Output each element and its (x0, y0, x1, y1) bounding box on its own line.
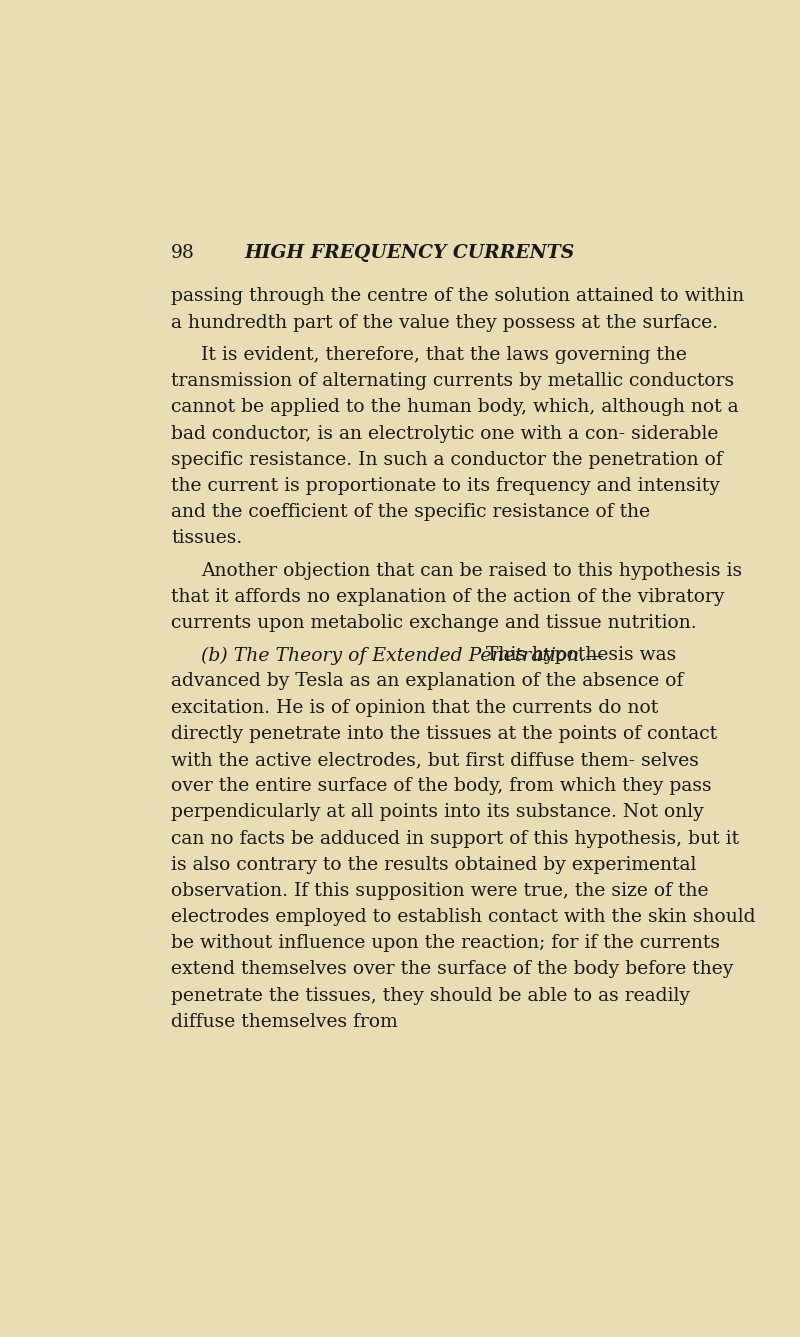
Text: bad conductor, is an electrolytic one with a con- siderable: bad conductor, is an electrolytic one wi… (171, 425, 718, 443)
Text: with the active electrodes, but first diffuse them- selves: with the active electrodes, but first di… (171, 751, 699, 769)
Text: excitation. He is of opinion that the currents do not: excitation. He is of opinion that the cu… (171, 699, 658, 717)
Text: tissues.: tissues. (171, 529, 242, 547)
Text: specific resistance. In such a conductor the penetration of: specific resistance. In such a conductor… (171, 451, 723, 469)
Text: a hundredth part of the value they possess at the surface.: a hundredth part of the value they posse… (171, 314, 718, 332)
Text: cannot be applied to the human body, which, although not a: cannot be applied to the human body, whi… (171, 398, 739, 416)
Text: This hypothesis was: This hypothesis was (486, 646, 676, 664)
Text: electrodes employed to establish contact with the skin should: electrodes employed to establish contact… (171, 908, 756, 927)
Text: is also contrary to the results obtained by experimental: is also contrary to the results obtained… (171, 856, 697, 874)
Text: HIGH FREQUENCY CURRENTS: HIGH FREQUENCY CURRENTS (245, 243, 575, 262)
Text: 98: 98 (171, 243, 195, 262)
Text: extend themselves over the surface of the body before they: extend themselves over the surface of th… (171, 960, 734, 979)
Text: advanced by Tesla as an explanation of the absence of: advanced by Tesla as an explanation of t… (171, 673, 684, 690)
Text: that it affords no explanation of the action of the vibratory: that it affords no explanation of the ac… (171, 588, 725, 606)
Text: transmission of alternating currents by metallic conductors: transmission of alternating currents by … (171, 372, 734, 390)
Text: penetrate the tissues, they should be able to as readily: penetrate the tissues, they should be ab… (171, 987, 690, 1004)
Text: (b) The Theory of Extended Penetration.—: (b) The Theory of Extended Penetration.— (201, 646, 604, 664)
Text: and the coefficient of the specific resistance of the: and the coefficient of the specific resi… (171, 503, 650, 521)
Text: It is evident, therefore, that the laws governing the: It is evident, therefore, that the laws … (201, 346, 686, 364)
Text: currents upon metabolic exchange and tissue nutrition.: currents upon metabolic exchange and tis… (171, 614, 697, 632)
Text: can no facts be adduced in support of this hypothesis, but it: can no facts be adduced in support of th… (171, 829, 739, 848)
Text: perpendicularly at all points into its substance. Not only: perpendicularly at all points into its s… (171, 804, 704, 821)
Text: diffuse themselves from: diffuse themselves from (171, 1013, 398, 1031)
Text: directly penetrate into the tissues at the points of contact: directly penetrate into the tissues at t… (171, 725, 718, 743)
Text: be without influence upon the reaction; for if the currents: be without influence upon the reaction; … (171, 935, 720, 952)
Text: Another objection that can be raised to this hypothesis is: Another objection that can be raised to … (201, 562, 742, 580)
Text: passing through the centre of the solution attained to within: passing through the centre of the soluti… (171, 287, 745, 305)
Text: over the entire surface of the body, from which they pass: over the entire surface of the body, fro… (171, 777, 712, 796)
Text: the current is proportionate to its frequency and intensity: the current is proportionate to its freq… (171, 477, 720, 495)
Text: observation. If this supposition were true, the size of the: observation. If this supposition were tr… (171, 882, 709, 900)
